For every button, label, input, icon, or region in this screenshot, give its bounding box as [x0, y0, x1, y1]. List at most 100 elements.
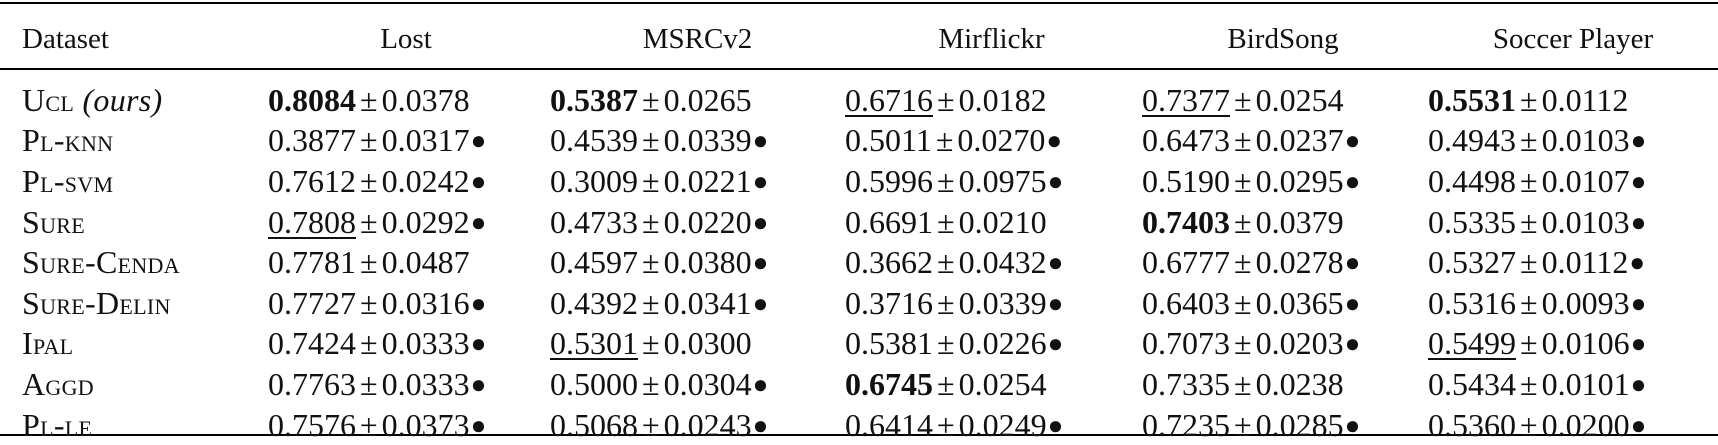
mean-value: 0.6691 [845, 203, 933, 240]
result-cell: 0.5434 ±0.0101● [1428, 364, 1718, 405]
result-cell: 0.5190 ±0.0295● [1138, 161, 1428, 202]
significance-dot-icon: ● [470, 288, 487, 318]
table-row: Sure-Cenda 0.7781 ±0.0487 0.4597 ±0.0380● 0.3… [0, 242, 1718, 283]
plus-minus-symbol: ± [1234, 284, 1252, 321]
significance-dot-icon: ● [1629, 248, 1646, 278]
table-row: Pl-le 0.7576 ±0.0373● 0.5068 ±0.0243● 0.6414 ±… [0, 405, 1718, 445]
mean-value: 0.7377 [1142, 81, 1230, 118]
result-cell: 0.6777 ±0.0278● [1138, 242, 1428, 283]
significance-dot-icon: ● [470, 329, 487, 359]
result-cell: 0.5000 ±0.0304● [550, 364, 845, 405]
significance-dot-icon: ● [1047, 248, 1064, 278]
header-soccer-player: Soccer Player [1492, 22, 1654, 55]
plus-minus-symbol: ± [937, 81, 955, 118]
table-row: Ipal 0.7424 ±0.0333● 0.5301 ±0.0300 0.5381 ±0.… [0, 324, 1718, 365]
std-value: 0.0249 [958, 406, 1047, 443]
plus-minus-symbol: ± [937, 244, 955, 281]
mean-value: 0.5301 [550, 325, 638, 362]
std-value: 0.0112 [1541, 244, 1629, 281]
result-cell: 0.3662 ±0.0432● [845, 242, 1138, 283]
mean-value: 0.7235 [1142, 406, 1230, 443]
plus-minus-symbol: ± [937, 365, 955, 402]
result-cell: 0.5316 ±0.0093● [1428, 283, 1718, 324]
method-name-cell: Sure-Cenda [0, 242, 262, 283]
std-value: 0.0243 [663, 406, 752, 443]
significance-dot-icon: ● [1344, 126, 1361, 156]
result-cell: 0.7612 ±0.0242● [262, 161, 550, 202]
mean-value: 0.5387 [550, 81, 638, 118]
mean-value: 0.7763 [268, 365, 356, 402]
mean-value: 0.5434 [1428, 365, 1516, 402]
method-name: Sure-Cenda [22, 244, 180, 281]
result-cell: 0.7335 ±0.0238 [1138, 364, 1428, 405]
significance-dot-icon: ● [1047, 329, 1064, 359]
std-value: 0.0200 [1541, 406, 1630, 443]
std-value: 0.0975 [958, 162, 1047, 199]
std-value: 0.0373 [381, 406, 470, 443]
plus-minus-symbol: ± [642, 365, 660, 402]
significance-dot-icon: ● [1344, 329, 1361, 359]
significance-dot-icon: ● [1630, 207, 1647, 237]
std-value: 0.0103 [1541, 122, 1630, 159]
result-cell: 0.7073 ±0.0203● [1138, 324, 1428, 365]
plus-minus-symbol: ± [360, 284, 378, 321]
plus-minus-symbol: ± [1520, 162, 1538, 199]
std-value: 0.0101 [1541, 365, 1630, 402]
plus-minus-symbol: ± [642, 162, 660, 199]
plus-minus-symbol: ± [1520, 81, 1538, 118]
significance-dot-icon: ● [752, 126, 769, 156]
significance-dot-icon: ● [470, 166, 487, 196]
significance-dot-icon: ● [752, 369, 769, 399]
std-value: 0.0270 [957, 122, 1046, 159]
std-value: 0.0203 [1255, 325, 1344, 362]
result-cell: 0.7808 ±0.0292● [262, 202, 550, 243]
header-lost: Lost [380, 22, 432, 55]
mean-value: 0.5499 [1428, 325, 1516, 362]
mean-value: 0.4539 [550, 122, 638, 159]
std-value: 0.0317 [381, 122, 470, 159]
mean-value: 0.7335 [1142, 365, 1230, 402]
significance-dot-icon: ● [752, 207, 769, 237]
plus-minus-symbol: ± [360, 122, 378, 159]
significance-dot-icon: ● [752, 288, 769, 318]
method-name: Sure-Delin [22, 284, 171, 321]
significance-dot-icon: ● [1046, 126, 1063, 156]
std-value: 0.0254 [1255, 81, 1344, 118]
plus-minus-symbol: ± [642, 284, 660, 321]
mean-value: 0.7808 [268, 203, 356, 240]
mean-value: 0.3662 [845, 244, 933, 281]
significance-dot-icon: ● [1630, 329, 1647, 359]
plus-minus-symbol: ± [1520, 325, 1538, 362]
mean-value: 0.5335 [1428, 203, 1516, 240]
plus-minus-symbol: ± [1234, 406, 1252, 443]
plus-minus-symbol: ± [360, 162, 378, 199]
header-mirflickr: Mirflickr [938, 22, 1045, 55]
result-cell: 0.4498 ±0.0107● [1428, 161, 1718, 202]
result-cell: 0.4597 ±0.0380● [550, 242, 845, 283]
plus-minus-symbol: ± [360, 325, 378, 362]
significance-dot-icon: ● [1630, 166, 1647, 196]
plus-minus-symbol: ± [937, 203, 955, 240]
plus-minus-symbol: ± [360, 365, 378, 402]
std-value: 0.0226 [958, 325, 1047, 362]
std-value: 0.0221 [663, 162, 752, 199]
significance-dot-icon: ● [1344, 166, 1361, 196]
result-cell: 0.3716 ±0.0339● [845, 283, 1138, 324]
std-value: 0.0432 [958, 244, 1047, 281]
method-name-cell: Aggd [0, 364, 262, 405]
mean-value: 0.4733 [550, 203, 638, 240]
mean-value: 0.7424 [268, 325, 356, 362]
significance-dot-icon: ● [1344, 248, 1361, 278]
result-cell: 0.6414 ±0.0249● [845, 405, 1138, 445]
method-name: Aggd [22, 365, 94, 402]
mean-value: 0.3009 [550, 162, 638, 199]
header-row: Dataset Lost MSRCv2 Mirflickr BirdSong S… [0, 0, 1718, 74]
mean-value: 0.8084 [268, 81, 356, 118]
method-name-cell: Sure [0, 202, 262, 243]
mean-value: 0.5316 [1428, 284, 1516, 321]
result-cell: 0.5068 ±0.0243● [550, 405, 845, 445]
plus-minus-symbol: ± [937, 406, 955, 443]
mean-value: 0.5068 [550, 406, 638, 443]
table-row: Sure-Delin 0.7727 ±0.0316● 0.4392 ±0.0341● 0.… [0, 283, 1718, 324]
